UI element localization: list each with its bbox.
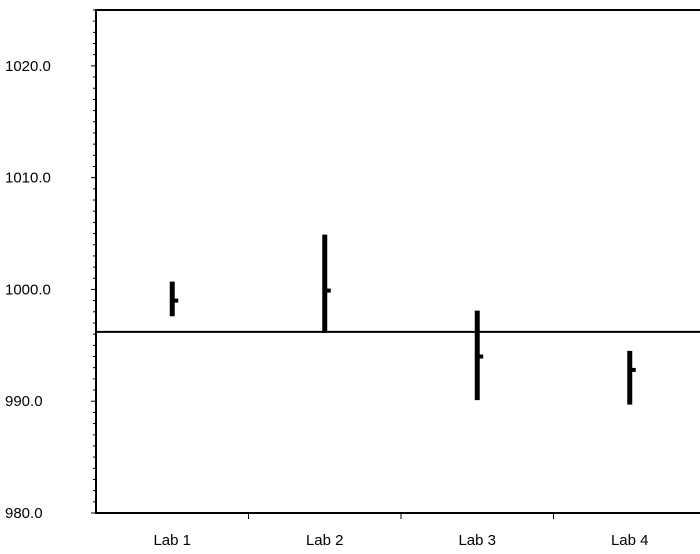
- plot-frame: [95, 9, 700, 514]
- x-tick-label: Lab 4: [611, 532, 649, 549]
- y-tick-label: 980.0: [5, 505, 43, 522]
- x-tick-label: Lab 1: [153, 532, 191, 549]
- y-tick-label: 1010.0: [5, 170, 51, 187]
- y-tick-label: 990.0: [5, 393, 43, 410]
- y-axis: 980.0 990.0 1000.0 1010.0 1020.0: [5, 9, 96, 522]
- x-tick-label: Lab 2: [306, 532, 344, 549]
- x-tick-label: Lab 3: [458, 532, 496, 549]
- y-tick-label: 1020.0: [5, 58, 51, 75]
- x-axis: Lab 1 Lab 2 Lab 3 Lab 4: [153, 513, 649, 549]
- y-tick-label: 1000.0: [5, 281, 51, 298]
- range-marks: [169, 234, 636, 405]
